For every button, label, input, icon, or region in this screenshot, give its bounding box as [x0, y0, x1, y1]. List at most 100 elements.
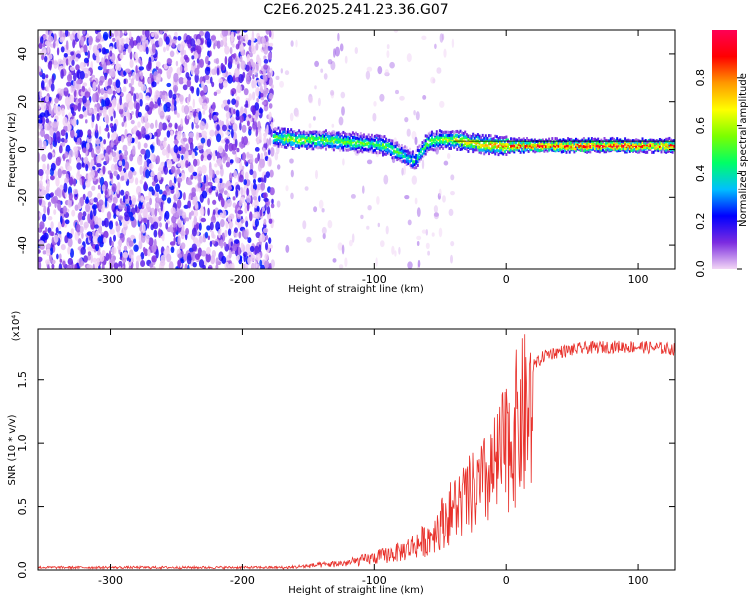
- signal-cell: [431, 136, 433, 140]
- signal-cell: [359, 145, 362, 149]
- noise-cell: [39, 71, 43, 76]
- signal-cell: [570, 143, 573, 147]
- noise-cell: [226, 156, 231, 162]
- noise-cell: [81, 216, 86, 221]
- signal-cell: [518, 138, 521, 142]
- noise-cell: [175, 266, 179, 269]
- noise-cell: [149, 216, 153, 223]
- noise-cell: [263, 59, 269, 64]
- x-tick-label: 0: [503, 574, 510, 587]
- signal-cell: [445, 139, 448, 143]
- noise-cell: [85, 180, 91, 188]
- signal-cell: [475, 148, 478, 152]
- signal-cell: [513, 144, 516, 148]
- noise-cell: [224, 105, 230, 112]
- noise-cell: [59, 37, 64, 43]
- noise-cell: [102, 31, 109, 41]
- noise-cell: [156, 76, 159, 82]
- noise-cell: [47, 152, 53, 160]
- signal-cell: [590, 146, 593, 149]
- noise-cell: [209, 221, 214, 231]
- signal-cell: [321, 135, 324, 138]
- signal-cell: [518, 141, 521, 145]
- noise-cell: [41, 153, 47, 162]
- noise-cell: [375, 257, 378, 267]
- noise-cell: [186, 79, 191, 88]
- signal-cell: [356, 144, 359, 148]
- signal-cell: [419, 147, 422, 151]
- noise-cell: [132, 71, 136, 81]
- signal-cell: [476, 145, 479, 149]
- noise-cell: [158, 228, 162, 239]
- noise-cell: [167, 114, 171, 121]
- noise-cell: [62, 260, 66, 267]
- noise-cell: [422, 95, 427, 100]
- signal-cell: [581, 145, 584, 149]
- noise-cell: [162, 90, 166, 96]
- signal-cell: [298, 144, 301, 148]
- signal-cell: [494, 134, 497, 138]
- signal-cell: [671, 145, 674, 149]
- signal-cell: [500, 142, 503, 146]
- signal-cell: [552, 140, 555, 144]
- signal-cell: [404, 145, 407, 149]
- signal-cell: [442, 146, 445, 150]
- signal-cell: [638, 142, 641, 146]
- signal-cell: [508, 150, 511, 154]
- signal-cell: [309, 130, 312, 134]
- noise-cell: [55, 177, 60, 187]
- signal-cell: [367, 133, 370, 137]
- noise-cell: [220, 239, 224, 249]
- signal-cell: [483, 144, 486, 148]
- signal-cell: [603, 150, 606, 154]
- noise-cell: [171, 42, 176, 48]
- signal-cell: [344, 147, 346, 151]
- signal-cell: [551, 143, 554, 147]
- signal-cell: [641, 137, 644, 141]
- signal-cell: [351, 144, 354, 148]
- noise-cell: [94, 49, 100, 57]
- signal-cell: [355, 144, 357, 148]
- signal-cell: [518, 146, 521, 150]
- signal-cell: [595, 147, 598, 151]
- noise-cell: [234, 67, 240, 78]
- noise-cell: [245, 76, 251, 85]
- signal-cell: [537, 144, 539, 148]
- signal-cell: [396, 153, 399, 157]
- signal-cell: [630, 141, 633, 145]
- noise-cell: [251, 188, 257, 197]
- noise-cell: [334, 46, 340, 57]
- signal-cell: [380, 150, 383, 154]
- noise-cell: [233, 170, 238, 179]
- noise-cell: [262, 147, 266, 153]
- signal-cell: [670, 148, 672, 152]
- noise-cell: [394, 250, 397, 257]
- noise-cell: [129, 153, 134, 162]
- signal-cell: [450, 130, 452, 134]
- signal-cell: [592, 140, 595, 144]
- noise-cell: [279, 80, 284, 88]
- signal-cell: [383, 147, 386, 151]
- signal-cell: [298, 129, 301, 133]
- noise-cell: [263, 76, 266, 86]
- signal-cell: [369, 142, 372, 146]
- noise-cell: [224, 229, 228, 238]
- noise-cell: [183, 54, 189, 61]
- noise-cell: [42, 49, 47, 55]
- noise-cell: [199, 236, 204, 244]
- noise-cell: [220, 62, 224, 71]
- noise-cell: [91, 185, 96, 191]
- noise-cell: [211, 230, 215, 239]
- noise-cell: [177, 235, 181, 245]
- signal-cell: [628, 149, 631, 153]
- noise-cell: [439, 100, 445, 108]
- noise-cell: [112, 90, 116, 96]
- noise-cell: [55, 39, 59, 47]
- noise-cell: [450, 191, 455, 196]
- signal-cell: [538, 148, 541, 152]
- noise-cell: [144, 115, 148, 123]
- signal-cell: [503, 150, 506, 154]
- signal-cell: [601, 140, 604, 144]
- signal-cell: [639, 143, 642, 146]
